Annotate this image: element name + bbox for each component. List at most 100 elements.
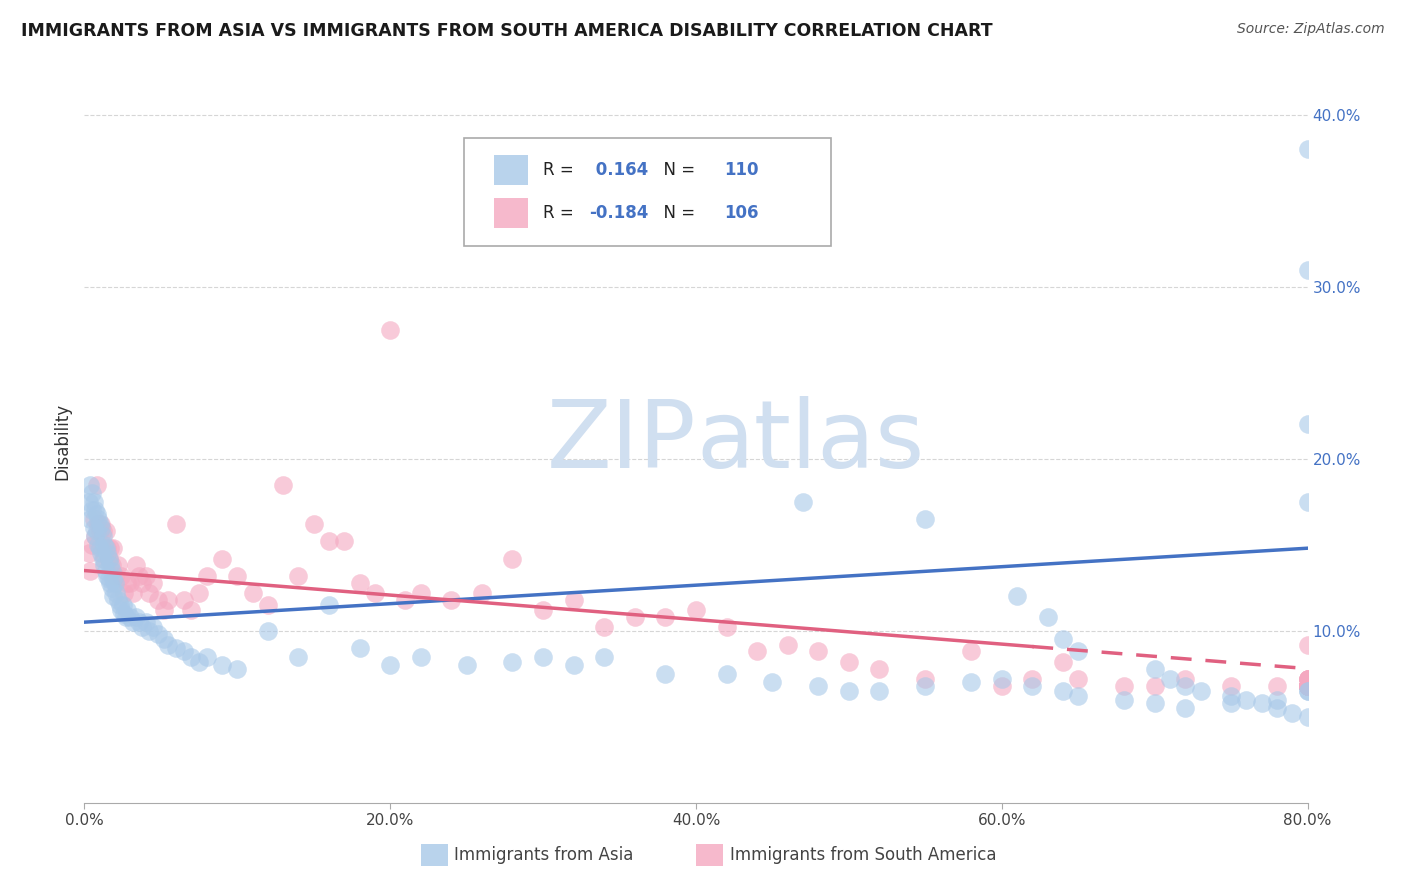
Point <box>1296 672 1319 686</box>
Point <box>991 672 1014 686</box>
Point <box>914 512 936 526</box>
Point <box>1114 692 1136 706</box>
Point <box>188 586 211 600</box>
Point <box>1296 672 1319 686</box>
Point <box>1296 417 1319 432</box>
Point <box>131 575 153 590</box>
Point <box>1296 679 1319 693</box>
Point <box>593 620 616 634</box>
Point <box>287 649 309 664</box>
Point <box>97 551 120 566</box>
Point <box>838 655 860 669</box>
Point <box>96 541 118 556</box>
Point <box>302 517 325 532</box>
Point <box>112 607 135 621</box>
FancyBboxPatch shape <box>696 844 723 865</box>
Point <box>1296 679 1319 693</box>
Point <box>271 477 294 491</box>
FancyBboxPatch shape <box>494 154 529 185</box>
Point <box>807 644 830 658</box>
Point <box>135 568 157 582</box>
Point <box>624 610 647 624</box>
Point <box>333 534 356 549</box>
Point <box>380 658 402 673</box>
Point <box>318 598 340 612</box>
Point <box>807 679 830 693</box>
Point <box>1296 672 1319 686</box>
Point <box>593 649 616 664</box>
Point <box>94 564 117 578</box>
Point <box>257 624 280 638</box>
Point <box>1036 610 1059 624</box>
Point <box>531 649 554 664</box>
Point <box>142 575 165 590</box>
Point <box>86 477 108 491</box>
Point <box>90 546 112 560</box>
Point <box>77 494 100 508</box>
Point <box>101 558 124 573</box>
Point <box>1296 679 1319 693</box>
Point <box>1296 672 1319 686</box>
Point <box>101 564 124 578</box>
Point <box>776 638 799 652</box>
Point <box>364 586 387 600</box>
Point <box>1296 672 1319 686</box>
Point <box>1174 672 1197 686</box>
FancyBboxPatch shape <box>464 138 831 246</box>
Point <box>1021 672 1043 686</box>
Point <box>96 568 118 582</box>
Point <box>138 586 160 600</box>
Point <box>1296 679 1319 693</box>
Point <box>79 564 101 578</box>
Text: atlas: atlas <box>696 395 924 488</box>
Point <box>349 575 371 590</box>
Point <box>654 666 676 681</box>
Point <box>120 610 142 624</box>
Point <box>242 586 264 600</box>
Point <box>83 494 105 508</box>
Point <box>91 524 114 538</box>
Point <box>226 568 249 582</box>
Point <box>1265 679 1288 693</box>
Point <box>747 644 769 658</box>
Point <box>104 568 127 582</box>
Point <box>138 624 160 638</box>
Point <box>111 598 134 612</box>
Point <box>1296 679 1319 693</box>
Point <box>1296 679 1319 693</box>
Point <box>110 568 132 582</box>
Point <box>110 603 132 617</box>
Point <box>1296 684 1319 698</box>
Point <box>112 586 135 600</box>
Point <box>89 541 111 556</box>
Point <box>1296 679 1319 693</box>
Point <box>87 517 110 532</box>
Point <box>654 610 676 624</box>
Point <box>195 568 218 582</box>
Text: 110: 110 <box>724 161 759 179</box>
Text: ZIP: ZIP <box>547 395 696 488</box>
Text: N =: N = <box>654 161 700 179</box>
Point <box>146 627 169 641</box>
Point <box>114 610 136 624</box>
Point <box>146 592 169 607</box>
Point <box>87 512 110 526</box>
Point <box>80 538 103 552</box>
Point <box>96 546 118 560</box>
Point <box>1250 696 1272 710</box>
Point <box>89 524 111 538</box>
Point <box>104 575 127 590</box>
Text: R =: R = <box>543 161 579 179</box>
Point <box>125 558 148 573</box>
Point <box>1296 679 1319 693</box>
Point <box>86 524 108 538</box>
Point <box>98 541 121 556</box>
Point <box>792 494 814 508</box>
Point <box>960 675 983 690</box>
Point <box>128 615 150 630</box>
Point <box>142 620 165 634</box>
Point <box>1296 494 1319 508</box>
Point <box>122 615 145 630</box>
Point <box>107 558 129 573</box>
Point <box>1114 679 1136 693</box>
